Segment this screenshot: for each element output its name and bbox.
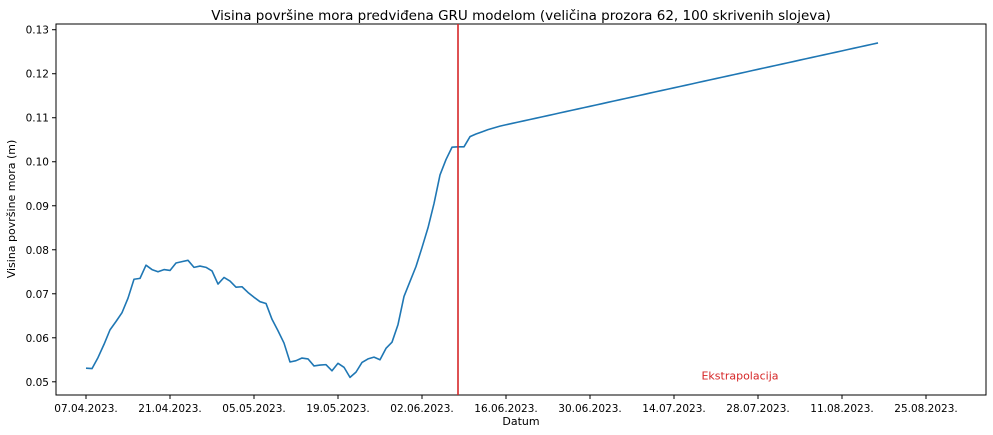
y-tick-label: 0.12 — [26, 69, 49, 81]
x-tick-label: 28.07.2023. — [726, 403, 789, 415]
y-axis: 0.05 0.06 0.07 0.08 0.09 0.10 0.11 0.12 0.13 — [26, 25, 56, 389]
x-tick-label: 30.06.2023. — [558, 403, 621, 415]
y-tick-label: 0.05 — [26, 377, 49, 389]
x-tick-label: 25.08.2023. — [894, 403, 957, 415]
plot-area — [55, 23, 987, 396]
x-tick-label: 05.05.2023. — [222, 403, 285, 415]
y-tick-label: 0.06 — [26, 333, 50, 345]
x-axis-label: Datum — [502, 415, 539, 428]
y-tick-label: 0.10 — [26, 157, 49, 169]
y-tick-label: 0.11 — [26, 113, 49, 125]
x-tick-label: 19.05.2023. — [306, 403, 369, 415]
chart-title: Visina površine mora predviđena GRU mode… — [211, 8, 831, 24]
x-tick-label: 21.04.2023. — [138, 403, 201, 415]
x-tick-label: 11.08.2023. — [810, 403, 873, 415]
x-tick-label: 14.07.2023. — [642, 403, 705, 415]
x-axis: 07.04.2023. 21.04.2023. 05.05.2023. 19.05.2… — [54, 395, 958, 415]
x-tick-label: 07.04.2023. — [54, 403, 117, 415]
x-tick-label: 02.06.2023. — [390, 403, 453, 415]
sea-level-series-line — [85, 42, 879, 379]
extrapolation-label: Ekstrapolacija — [701, 370, 778, 383]
y-axis-label: Visina površine mora (m) — [5, 140, 18, 279]
y-tick-label: 0.08 — [26, 245, 49, 257]
y-tick-label: 0.09 — [26, 201, 49, 213]
x-tick-label: 16.06.2023. — [474, 403, 537, 415]
y-tick-label: 0.07 — [26, 289, 49, 301]
y-tick-label: 0.13 — [26, 25, 49, 37]
